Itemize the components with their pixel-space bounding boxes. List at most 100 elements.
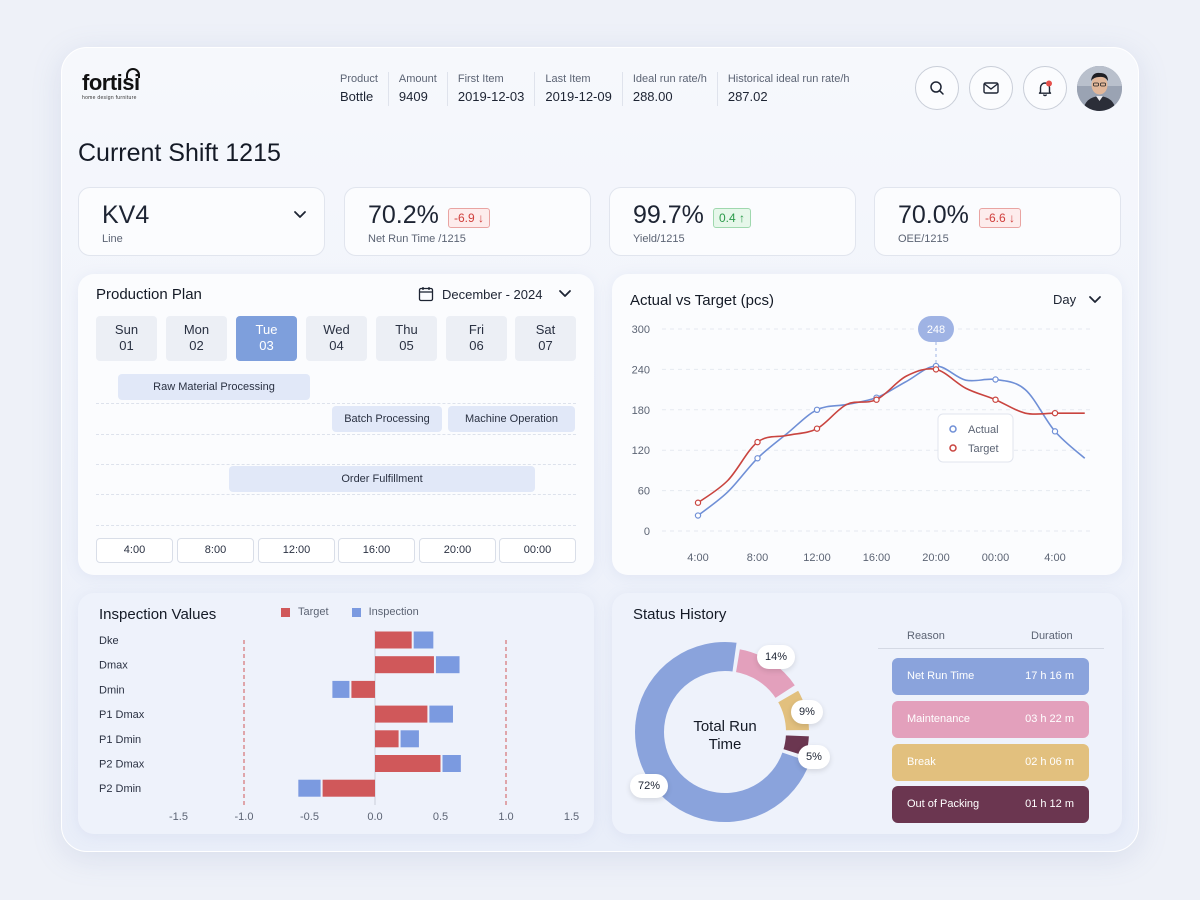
day-tue[interactable]: Tue 03 — [236, 316, 297, 361]
kpi-label: Yield/1215 — [633, 233, 685, 245]
x-tick-label: 0.0 — [367, 811, 382, 823]
tooltip-value: 248 — [927, 324, 945, 336]
reason-header: Reason — [907, 630, 945, 642]
kpi-value: 70.2% — [368, 201, 439, 229]
x-tick-label: -0.5 — [300, 811, 319, 823]
month-selector[interactable]: December - 2024 — [418, 286, 572, 302]
bell-icon — [1038, 80, 1052, 96]
series-point-target — [813, 425, 821, 432]
task-order-fulfillment[interactable]: Order Fulfillment — [229, 466, 535, 492]
time-slot[interactable]: 4:00 — [96, 538, 173, 563]
legend-label-target: Target — [968, 443, 999, 455]
time-slot[interactable]: 20:00 — [419, 538, 496, 563]
actual-vs-target-title: Actual vs Target (pcs) — [630, 292, 774, 309]
line-value: KV4 — [102, 201, 150, 229]
brand-tagline: home design furniture — [82, 95, 137, 101]
status-row-net-run-time[interactable]: Net Run Time 17 h 16 m — [892, 658, 1089, 695]
series-point-target — [1051, 409, 1059, 417]
meta-value: Bottle — [340, 89, 374, 104]
category-label: P2 Dmax — [99, 759, 145, 771]
day-sun[interactable]: Sun 01 — [96, 316, 157, 361]
status-row-break[interactable]: Break 02 h 06 m — [892, 744, 1089, 781]
day-thu[interactable]: Thu 05 — [376, 316, 437, 361]
category-label: Dmin — [99, 684, 125, 696]
bar-inspection — [400, 730, 419, 748]
category-label: P1 Dmax — [99, 709, 145, 721]
line-label: Line — [102, 233, 123, 245]
line-selector[interactable]: KV4 Line — [78, 187, 325, 256]
day-mon[interactable]: Mon 02 — [166, 316, 227, 361]
plan-gridline — [96, 525, 576, 526]
kpi-label: Net Run Time /1215 — [368, 233, 466, 245]
day-name: Thu — [395, 322, 418, 337]
search-button[interactable] — [915, 66, 959, 110]
legend-swatch-target — [281, 607, 290, 617]
bar-inspection — [332, 680, 350, 698]
month-label: December - 2024 — [442, 286, 543, 302]
meta-historical-rate: Historical ideal run rate/h 287.02 — [716, 72, 860, 106]
series-point-target — [873, 396, 880, 403]
category-label: P2 Dmin — [99, 783, 141, 795]
legend-marker-target — [949, 444, 957, 452]
category-label: Dmax — [99, 660, 128, 672]
meta-last-item: Last Item 2019-12-09 — [534, 72, 622, 106]
kpi-net-run-time: 70.2% -6.9 ↓ Net Run Time /1215 — [344, 187, 591, 256]
table-divider — [878, 648, 1104, 649]
day-name: Mon — [183, 322, 210, 337]
meta-value: 288.00 — [632, 89, 673, 104]
pct-bubble-net-run-time: 72% — [630, 774, 669, 798]
duration-header: Duration — [1031, 630, 1073, 642]
kpi-delta-badge: -6.6 ↓ — [979, 208, 1022, 228]
bar-inspection — [435, 656, 460, 674]
bar-inspection — [413, 631, 434, 649]
chart-legend-box — [937, 413, 1014, 463]
task-batch-processing[interactable]: Batch Processing — [332, 406, 442, 432]
notifications-button[interactable] — [1023, 66, 1067, 110]
y-tick-label: 120 — [632, 445, 650, 457]
pct-bubble-out-of-packing: 5% — [798, 745, 830, 769]
series-point-actual — [813, 406, 821, 414]
task-raw-material-processing[interactable]: Raw Material Processing — [118, 374, 310, 400]
user-avatar[interactable] — [1077, 66, 1122, 111]
brand-logo[interactable]: fortisi home design furniture — [82, 68, 152, 104]
row-duration: 01 h 12 m — [1025, 798, 1074, 810]
time-slot[interactable]: 12:00 — [258, 538, 335, 563]
x-tick-label: 20:00 — [922, 552, 950, 564]
day-number: 05 — [399, 338, 414, 353]
bar-target — [375, 705, 428, 723]
series-point-target — [932, 366, 940, 373]
inspection-bar-chart: Dke Dmax Dmin P1 Dmax P1 Dmin P2 Dmax P2 Dmin -… — [99, 630, 579, 823]
day-name: Fri — [468, 322, 485, 337]
bar-target — [322, 779, 375, 797]
day-fri[interactable]: Fri 06 — [446, 316, 507, 361]
period-selector[interactable]: Day — [1053, 292, 1102, 307]
status-row-maintenance[interactable]: Maintenance 03 h 22 m — [892, 701, 1089, 738]
y-tick-label: 300 — [632, 324, 650, 336]
series-point-target — [992, 396, 999, 403]
day-wed[interactable]: Wed 04 — [306, 316, 367, 361]
row-reason: Out of Packing — [907, 798, 980, 810]
status-row-out-of-packing[interactable]: Out of Packing 01 h 12 m — [892, 786, 1089, 823]
category-label: Dke — [99, 635, 119, 647]
inspection-legend: Target Inspection — [281, 606, 419, 618]
x-tick-label: 4:00 — [687, 552, 708, 564]
x-tick-label: -1.5 — [169, 811, 188, 823]
bar-target — [375, 631, 412, 649]
series-point-target — [754, 438, 761, 446]
mail-button[interactable] — [969, 66, 1013, 110]
day-number: 07 — [538, 338, 553, 353]
plan-gridline — [96, 464, 576, 465]
avatar-image — [1077, 66, 1122, 111]
day-sat[interactable]: Sat 07 — [515, 316, 576, 361]
time-slot[interactable]: 16:00 — [338, 538, 415, 563]
time-slot[interactable]: 00:00 — [499, 538, 576, 563]
meta-value: 2019-12-03 — [457, 89, 525, 104]
task-machine-operation[interactable]: Machine Operation — [448, 406, 575, 432]
time-slot[interactable]: 8:00 — [177, 538, 254, 563]
legend-label: Inspection — [368, 606, 419, 618]
day-number: 01 — [119, 338, 134, 353]
row-duration: 03 h 22 m — [1025, 713, 1074, 725]
kpi-value: 99.7% — [633, 201, 704, 229]
period-label: Day — [1053, 292, 1077, 307]
bar-target — [375, 656, 434, 674]
